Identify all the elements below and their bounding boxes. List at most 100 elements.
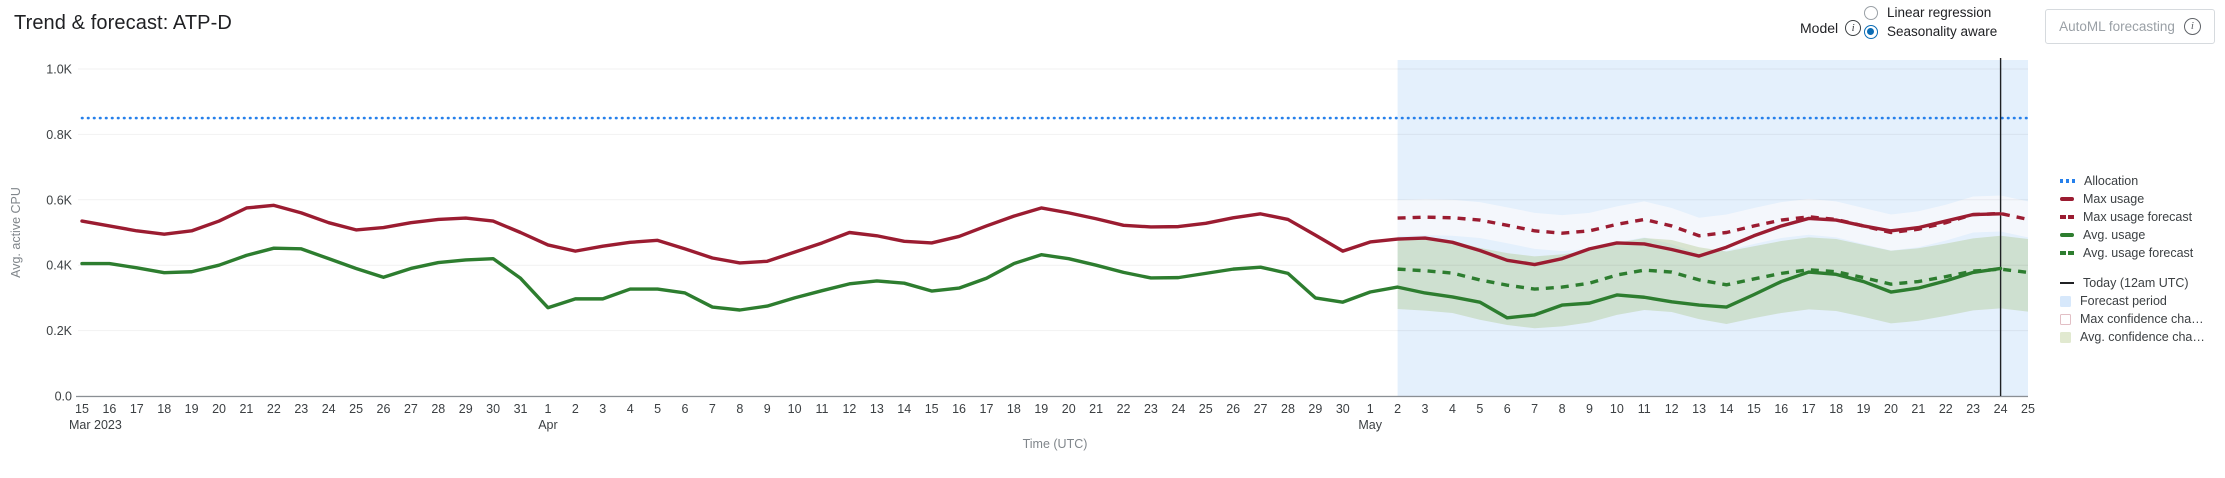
- x-axis-tick-label: 12: [1665, 402, 1679, 416]
- y-axis-tick-label: 0.2K: [46, 324, 72, 338]
- x-axis-tick-label: 4: [627, 402, 634, 416]
- legend-item-forecast-period[interactable]: Forecast period: [2060, 292, 2205, 310]
- automl-info-icon[interactable]: i: [2183, 18, 2201, 35]
- model-label: Model i: [1800, 20, 1862, 36]
- max-confidence-swatch-icon: [2060, 313, 2071, 325]
- x-axis-title: Time (UTC): [1023, 437, 1088, 451]
- x-axis-tick-label: 10: [1610, 402, 1624, 416]
- month-label: Apr: [538, 418, 557, 432]
- x-axis-tick-label: 19: [185, 402, 199, 416]
- x-axis-tick-label: 18: [157, 402, 171, 416]
- legend-item-today-line[interactable]: Today (12am UTC): [2060, 274, 2205, 292]
- x-axis-tick-label: 8: [736, 402, 743, 416]
- radio-linear-regression[interactable]: Linear regression: [1864, 5, 1991, 20]
- x-axis-tick-label: 10: [788, 402, 802, 416]
- y-axis-tick-label: 0.4K: [46, 259, 72, 273]
- legend-item-avg-usage-forecast[interactable]: Avg. usage forecast: [2060, 244, 2205, 262]
- chart-legend: Allocation Max usage Max usage forecast Avg…: [2060, 172, 2205, 346]
- legend-group: Today (12am UTC) Forecast period Max confi…: [2060, 274, 2205, 346]
- x-axis-tick-label: 2: [572, 402, 579, 416]
- x-axis-tick-label: 23: [1144, 402, 1158, 416]
- x-axis-tick-label: 19: [1857, 402, 1871, 416]
- x-axis-tick-label: 9: [764, 402, 771, 416]
- x-axis-tick-label: 2: [1394, 402, 1401, 416]
- x-axis-tick-label: 20: [212, 402, 226, 416]
- x-axis-tick-label: 28: [431, 402, 445, 416]
- x-axis-tick-label: 5: [654, 402, 661, 416]
- model-label-text: Model: [1800, 20, 1839, 36]
- x-axis-tick-label: 30: [486, 402, 500, 416]
- legend-item-avg-usage[interactable]: Avg. usage: [2060, 226, 2205, 244]
- x-axis-tick-label: 29: [1308, 402, 1322, 416]
- model-info-icon[interactable]: i: [1845, 20, 1862, 36]
- x-axis-tick-label: 16: [102, 402, 116, 416]
- x-axis-tick-label: 6: [1504, 402, 1511, 416]
- legend-item-max-usage-forecast[interactable]: Max usage forecast: [2060, 208, 2205, 226]
- x-axis-tick-label: 11: [816, 402, 829, 416]
- max-usage-swatch-icon: [2060, 197, 2074, 201]
- y-axis-tick-label: 0.8K: [46, 128, 72, 142]
- legend-label: Max usage: [2083, 192, 2145, 206]
- x-axis-tick-label: 21: [239, 402, 253, 416]
- x-axis-tick-label: 17: [1802, 402, 1816, 416]
- x-axis-tick-label: 14: [897, 402, 911, 416]
- x-axis-tick-label: 25: [1199, 402, 1213, 416]
- x-axis-tick-label: 25: [2021, 402, 2035, 416]
- x-axis-tick-label: 3: [599, 402, 606, 416]
- x-axis-tick-label: 13: [1692, 402, 1706, 416]
- x-axis-tick-label: 27: [404, 402, 418, 416]
- avg-usage-forecast-swatch-icon: [2060, 251, 2074, 255]
- forecast-period-swatch-icon: [2060, 295, 2071, 307]
- max-usage-line: [80, 203, 2003, 267]
- max-confidence-band: [1397, 195, 2028, 254]
- month-label: Mar 2023: [69, 418, 122, 432]
- month-label: May: [1358, 418, 1382, 432]
- x-axis-tick-label: 14: [1720, 402, 1734, 416]
- legend-item-max-confidence[interactable]: Max confidence cha…: [2060, 310, 2205, 328]
- x-axis-tick-label: 4: [1449, 402, 1456, 416]
- legend-label: Avg. usage: [2083, 228, 2146, 242]
- x-axis-tick-label: 27: [1254, 402, 1268, 416]
- avg-usage-forecast-line: [1397, 267, 2029, 291]
- x-axis-tick-label: 21: [1089, 402, 1103, 416]
- avg-confidence-swatch-icon: [2060, 331, 2071, 343]
- radio-circle-seasonality[interactable]: [1864, 24, 1878, 39]
- x-axis-tick-label: 17: [980, 402, 994, 416]
- x-axis-tick-label: 22: [1939, 402, 1953, 416]
- legend-label: Avg. confidence cha…: [2080, 330, 2205, 344]
- x-axis-tick-label: 13: [870, 402, 884, 416]
- x-axis-tick-label: 28: [1281, 402, 1295, 416]
- x-axis-tick-label: 31: [514, 402, 528, 416]
- x-axis-tick-label: 26: [1226, 402, 1240, 416]
- x-axis-tick-label: 7: [1531, 402, 1538, 416]
- x-axis-tick-label: 20: [1884, 402, 1898, 416]
- x-axis-tick-label: 15: [925, 402, 939, 416]
- legend-item-max-usage[interactable]: Max usage: [2060, 190, 2205, 208]
- allocation-swatch-icon: [2060, 179, 2075, 183]
- max-usage-forecast-line: [1397, 211, 2029, 238]
- x-axis-tick-label: 20: [1062, 402, 1076, 416]
- max-usage-forecast-swatch-icon: [2060, 215, 2074, 219]
- x-axis-tick-label: 25: [349, 402, 363, 416]
- x-axis-tick-label: 22: [1117, 402, 1131, 416]
- trend-forecast-chart[interactable]: 1.0K0.8K0.6K0.4K0.2K0.015 16 17 18 19 20 21 22 2…: [0, 0, 2060, 478]
- legend-item-avg-confidence[interactable]: Avg. confidence cha…: [2060, 328, 2205, 346]
- x-axis-tick-label: 24: [1171, 402, 1185, 416]
- radio-seasonality-aware[interactable]: Seasonality aware: [1864, 24, 1997, 39]
- legend-item-allocation[interactable]: Allocation: [2060, 172, 2205, 190]
- automl-button-label: AutoML forecasting: [2059, 19, 2175, 34]
- y-axis-tick-label: 1.0K: [46, 63, 72, 77]
- radio-label-linear: Linear regression: [1887, 5, 1992, 20]
- x-axis-tick-label: 1: [544, 402, 551, 416]
- x-axis-tick-label: 18: [1829, 402, 1843, 416]
- x-axis-tick-label: 6: [682, 402, 689, 416]
- x-axis-tick-label: 21: [1911, 402, 1925, 416]
- legend-label: Allocation: [2084, 174, 2139, 188]
- x-axis-tick-label: 23: [294, 402, 308, 416]
- radio-circle-linear[interactable]: [1864, 5, 1878, 20]
- legend-label: Avg. usage forecast: [2083, 246, 2194, 260]
- automl-forecasting-button[interactable]: AutoML forecasting i: [2045, 9, 2215, 44]
- x-axis-tick-label: 5: [1476, 402, 1483, 416]
- x-axis-tick-label: 15: [75, 402, 89, 416]
